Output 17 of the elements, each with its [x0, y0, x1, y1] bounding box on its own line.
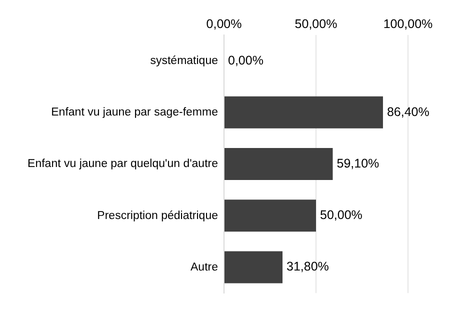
- data-label: 50,00%: [320, 208, 362, 222]
- x-tick-label: 100,00%: [383, 16, 433, 31]
- data-label: 31,80%: [286, 260, 329, 274]
- data-label: 86,40%: [386, 104, 430, 119]
- x-tick-label: 50,00%: [294, 16, 338, 31]
- y-tick-label: Enfant vu jaune par sage-femme: [51, 106, 218, 119]
- y-tick-label: Prescription pédiatrique: [97, 210, 218, 222]
- y-tick-label: systématique: [150, 54, 218, 67]
- bar: [224, 148, 333, 180]
- bar: [224, 96, 383, 128]
- y-tick-label: Autre: [190, 261, 218, 274]
- bar: [224, 251, 283, 284]
- y-tick-label: Enfant vu jaune par quelqu'un d'autre: [28, 158, 218, 170]
- x-tick-label: 0,00%: [206, 16, 242, 31]
- data-label: 59,10%: [336, 156, 380, 171]
- bar: [224, 200, 316, 232]
- data-label: 0,00%: [228, 53, 264, 68]
